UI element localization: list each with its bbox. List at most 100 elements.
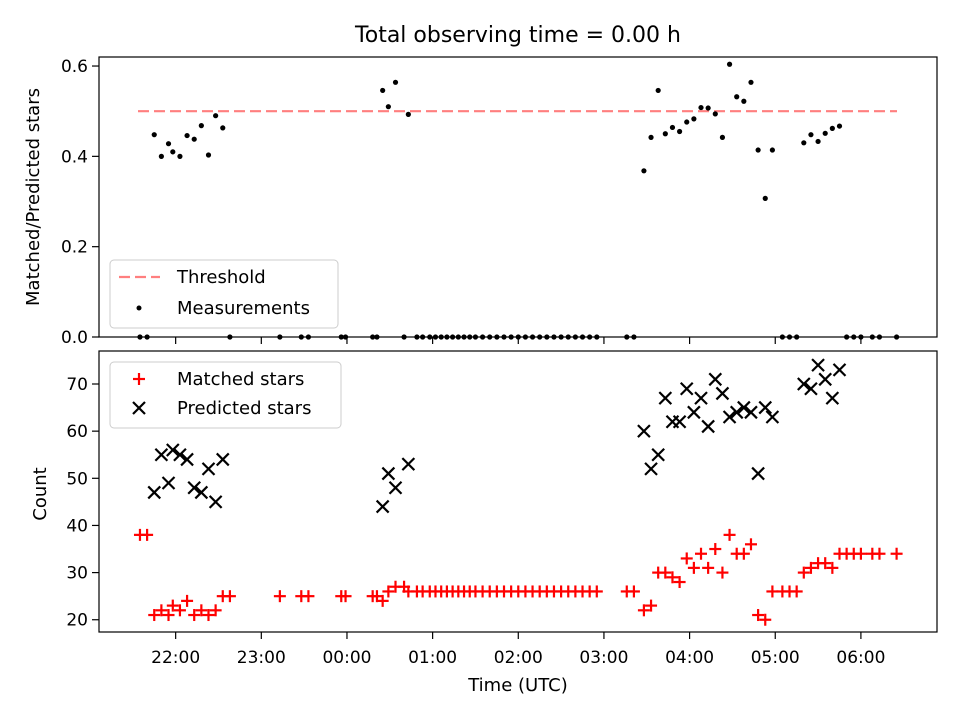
matched-star-point (873, 547, 886, 560)
measurement-point (801, 140, 807, 146)
predicted-star-point (825, 391, 840, 405)
matched-star-point (376, 594, 389, 607)
measurement-point (392, 79, 399, 85)
predicted-star-point (744, 405, 758, 420)
x-tick-label: 05:00 (751, 648, 800, 668)
x-tick-label: 03:00 (579, 648, 628, 668)
predicted-star-point (737, 400, 751, 415)
predicted-star-point (166, 443, 180, 457)
measurement-point (748, 79, 754, 85)
ratio-x-ticks (175, 337, 862, 344)
measurement-point (691, 116, 697, 122)
legend-matched-label: Matched stars (177, 369, 304, 390)
measurement-point (769, 147, 775, 153)
matched-star-point (673, 576, 686, 589)
matched-star-point (759, 613, 772, 626)
measurement-point (719, 134, 726, 140)
legend-predicted-label: Predicted stars (177, 398, 311, 419)
predicted-star-point (818, 372, 832, 387)
matched-star-point (723, 528, 736, 541)
measurement-point (662, 131, 668, 137)
matched-star-point (680, 552, 693, 565)
measurement-point (213, 113, 219, 119)
measurement-point (705, 105, 711, 111)
x-tick-label: 06:00 (836, 648, 885, 668)
predicted-star-point (811, 358, 825, 372)
measurement-point (669, 124, 676, 131)
measurement-point (655, 87, 661, 94)
matched-star-point (797, 566, 810, 579)
measurement-point (755, 147, 761, 153)
legend-measurements-swatch (136, 305, 142, 311)
predicted-star-point (637, 424, 651, 438)
measurement-point (405, 111, 411, 117)
predicted-star-point (644, 462, 658, 476)
count-y-tick-label: 50 (66, 469, 88, 489)
matched-star-point (752, 609, 765, 622)
predicted-star-point (832, 363, 847, 377)
measurement-point (822, 130, 828, 136)
matched-star-point (141, 528, 154, 541)
predicted-star-point (701, 419, 715, 434)
predicted-star-point (804, 381, 818, 396)
x-tick-label: 23:00 (237, 648, 286, 668)
matched-star-point (202, 609, 215, 622)
predicted-star-point (797, 377, 811, 391)
predicted-star-point (161, 476, 176, 490)
matched-star-point (819, 557, 832, 570)
matched-star-point (709, 543, 722, 556)
measurement-point (177, 153, 183, 159)
matched-star-point (382, 585, 395, 598)
measurement-point (151, 132, 157, 138)
x-axis-label: Time (UTC) (467, 675, 568, 696)
measurement-point (205, 152, 212, 158)
predicted-star-point (375, 499, 390, 514)
matched-star-point (645, 599, 658, 612)
matched-star-point (155, 604, 168, 617)
measurement-point (762, 195, 768, 201)
matched-star-point (695, 547, 708, 560)
x-tick-label: 00:00 (322, 648, 371, 668)
count-y-tick-label: 40 (66, 516, 88, 536)
measurement-point (734, 94, 740, 100)
matched-star-point (223, 590, 236, 603)
measurement-point (385, 104, 391, 110)
legend-threshold-label: Threshold (176, 267, 266, 288)
predicted-star-point (187, 480, 201, 495)
matched-star-point (890, 547, 903, 560)
predicted-star-point (215, 452, 230, 467)
count-panel: 20 30 40 50 60 70 22:00 23:00 00:00 01:00 02:00 03… (30, 350, 938, 696)
measurement-point (684, 119, 690, 125)
predicted-star-point (381, 466, 396, 481)
matched-star-point (744, 538, 757, 551)
ratio-y-tick-label: 0.0 (61, 328, 88, 348)
measurement-point (165, 141, 172, 147)
count-y-tick-label: 60 (66, 422, 88, 442)
count-y-tick-label: 70 (66, 375, 88, 395)
predicted-star-point (758, 400, 773, 415)
predicted-star-point (388, 480, 403, 495)
matched-star-point (637, 604, 650, 617)
measurement-point (191, 136, 197, 142)
matched-star-point (804, 561, 817, 574)
matched-star-point (302, 590, 315, 603)
measurement-point (836, 123, 843, 129)
matched-star-point (716, 566, 729, 579)
predicted-star-point (687, 405, 701, 420)
predicted-star-point (765, 410, 780, 424)
matched-star-point (162, 609, 175, 622)
measurement-point (741, 98, 747, 104)
predicted-star-point (715, 386, 730, 401)
matched-star-point (737, 547, 750, 560)
matched-star-point (273, 590, 286, 603)
measurement-point (648, 134, 654, 140)
legend-matched-swatch (133, 373, 145, 385)
matched-star-point (666, 571, 679, 584)
ratio-y-tick-label: 0.2 (61, 238, 88, 258)
measurement-point (698, 104, 704, 111)
predicted-star-point (173, 447, 187, 462)
predicted-star-point (201, 462, 216, 476)
predicted-star-point (194, 485, 209, 500)
x-tick-label: 02:00 (494, 648, 543, 668)
